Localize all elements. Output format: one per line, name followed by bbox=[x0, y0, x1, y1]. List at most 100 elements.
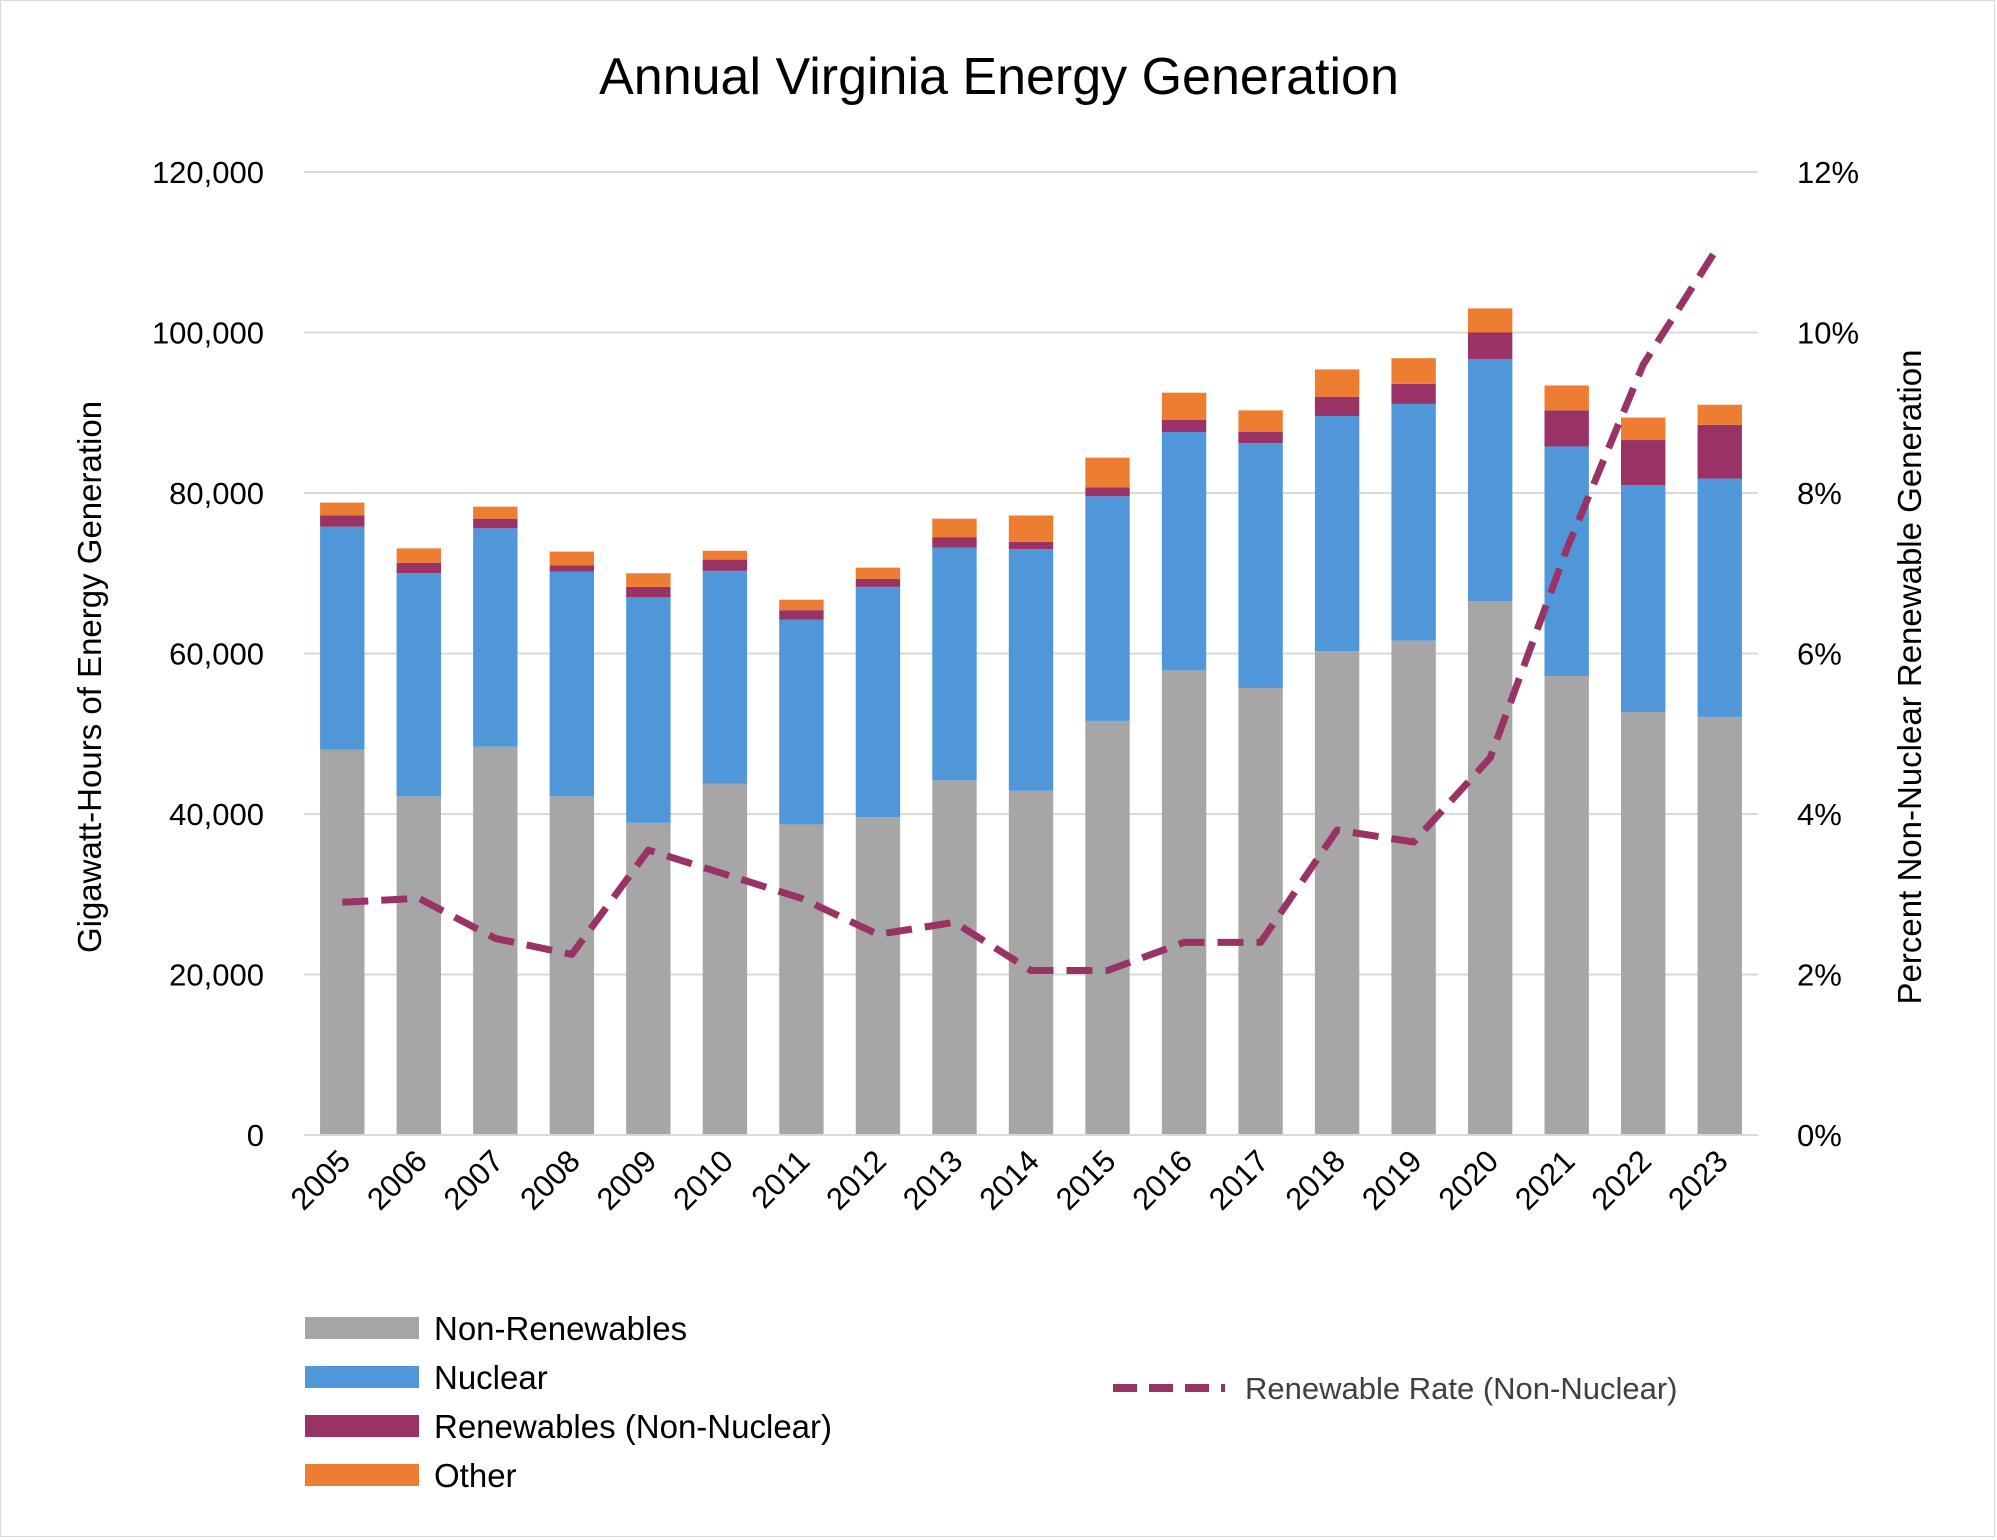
bar-renewables-non-nuclear-2005 bbox=[320, 515, 365, 527]
bar-renewables-non-nuclear-2008 bbox=[549, 565, 595, 572]
legend-swatch-renewables bbox=[305, 1415, 419, 1437]
line-renewable-rate bbox=[342, 242, 1723, 974]
bar-renewables-non-nuclear-2022 bbox=[1621, 440, 1666, 485]
y-tick-label: 20,000 bbox=[169, 958, 264, 993]
x-tick-label: 2005 bbox=[284, 1143, 358, 1217]
x-tick-label: 2019 bbox=[1355, 1143, 1429, 1217]
bar-non-renewables-2017 bbox=[1238, 688, 1283, 1135]
bar-non-renewables-2018 bbox=[1314, 651, 1360, 1135]
bar-other-2021 bbox=[1544, 385, 1589, 411]
bar-other-2014 bbox=[1008, 515, 1054, 542]
bar-non-renewables-2023 bbox=[1697, 716, 1742, 1135]
bar-other-2023 bbox=[1697, 404, 1742, 425]
y2-tick-label: 6% bbox=[1797, 637, 1842, 672]
legend: Non-Renewables Nuclear Renewables (Non-N… bbox=[305, 1310, 1677, 1494]
x-tick-label: 2014 bbox=[972, 1143, 1046, 1217]
bar-non-renewables-2010 bbox=[702, 783, 748, 1135]
legend-swatch-nuclear bbox=[305, 1366, 419, 1388]
x-tick-label: 2021 bbox=[1508, 1143, 1582, 1217]
bar-non-renewables-2013 bbox=[932, 780, 977, 1135]
bar-nuclear-2019 bbox=[1391, 403, 1436, 641]
bar-layer bbox=[320, 308, 1742, 1135]
bar-renewables-non-nuclear-2018 bbox=[1314, 396, 1360, 416]
bar-non-renewables-2009 bbox=[626, 822, 671, 1135]
bar-nuclear-2017 bbox=[1238, 443, 1283, 689]
bar-nuclear-2005 bbox=[320, 526, 365, 750]
x-tick-label: 2016 bbox=[1125, 1143, 1199, 1217]
legend-label-other: Other bbox=[434, 1457, 517, 1494]
bar-nuclear-2020 bbox=[1467, 358, 1513, 602]
bar-nuclear-2016 bbox=[1161, 432, 1207, 671]
bar-non-renewables-2019 bbox=[1391, 640, 1436, 1135]
y2-axis-title: Percent Non-Nuclear Renewable Generation bbox=[1891, 350, 1928, 1005]
bar-non-renewables-2005 bbox=[320, 749, 365, 1135]
bar-other-2018 bbox=[1314, 369, 1360, 397]
bar-renewables-non-nuclear-2007 bbox=[473, 518, 518, 529]
bar-other-2007 bbox=[473, 506, 518, 519]
bar-nuclear-2013 bbox=[932, 547, 977, 781]
y2-tick-label: 4% bbox=[1797, 797, 1842, 832]
y2-tick-label: 8% bbox=[1797, 476, 1842, 511]
bar-nuclear-2015 bbox=[1085, 496, 1130, 721]
bar-renewables-non-nuclear-2023 bbox=[1697, 424, 1742, 479]
bar-other-2020 bbox=[1467, 308, 1513, 333]
bar-non-renewables-2016 bbox=[1161, 670, 1207, 1135]
bar-other-2015 bbox=[1085, 457, 1130, 488]
bar-nuclear-2021 bbox=[1544, 446, 1589, 676]
y-axis-title: Gigawatt-Hours of Energy Generation bbox=[71, 401, 108, 953]
bar-nuclear-2011 bbox=[779, 619, 824, 825]
bar-non-renewables-2020 bbox=[1467, 601, 1513, 1135]
bar-nuclear-2018 bbox=[1314, 415, 1360, 652]
y-tick-label: 60,000 bbox=[169, 637, 264, 672]
y-tick-label: 0 bbox=[247, 1118, 264, 1153]
bar-other-2006 bbox=[396, 548, 441, 563]
bar-non-renewables-2011 bbox=[779, 824, 824, 1135]
y2-tick-label: 2% bbox=[1797, 958, 1842, 993]
bar-nuclear-2022 bbox=[1621, 484, 1666, 713]
bar-nuclear-2009 bbox=[626, 597, 671, 823]
bar-nuclear-2012 bbox=[855, 586, 901, 818]
x-tick-label: 2013 bbox=[896, 1143, 970, 1217]
bar-renewables-non-nuclear-2011 bbox=[779, 610, 824, 620]
x-tick-label: 2007 bbox=[437, 1143, 511, 1217]
y2-tick-label: 12% bbox=[1797, 155, 1859, 190]
bar-other-2022 bbox=[1621, 417, 1666, 441]
bar-nuclear-2007 bbox=[473, 528, 518, 747]
y-tick-label: 120,000 bbox=[152, 155, 264, 190]
y2-tick-label: 10% bbox=[1797, 316, 1859, 351]
bar-other-2011 bbox=[779, 599, 824, 611]
legend-label-non-renewables: Non-Renewables bbox=[434, 1310, 687, 1347]
line-layer bbox=[342, 242, 1723, 974]
x-tick-label: 2011 bbox=[744, 1143, 816, 1215]
bar-renewables-non-nuclear-2006 bbox=[396, 562, 441, 574]
y2-tick-label: 0% bbox=[1797, 1118, 1842, 1153]
legend-label-renewable-rate: Renewable Rate (Non-Nuclear) bbox=[1245, 1371, 1677, 1406]
x-tick-label: 2012 bbox=[819, 1143, 893, 1217]
bar-renewables-non-nuclear-2014 bbox=[1008, 541, 1054, 550]
chart-title: Annual Virginia Energy Generation bbox=[599, 48, 1399, 106]
bar-other-2009 bbox=[626, 573, 671, 587]
bar-non-renewables-2006 bbox=[396, 796, 441, 1135]
x-tick-label: 2009 bbox=[590, 1143, 664, 1217]
bar-nuclear-2006 bbox=[396, 573, 441, 797]
bar-renewables-non-nuclear-2010 bbox=[702, 559, 748, 571]
bar-other-2013 bbox=[932, 518, 977, 538]
bar-renewables-non-nuclear-2015 bbox=[1085, 487, 1130, 497]
y-tick-label: 40,000 bbox=[169, 797, 264, 832]
legend-label-nuclear: Nuclear bbox=[434, 1359, 548, 1396]
bar-renewables-non-nuclear-2009 bbox=[626, 586, 671, 598]
legend-label-renewables: Renewables (Non-Nuclear) bbox=[434, 1408, 832, 1445]
x-tick-label: 2022 bbox=[1585, 1143, 1659, 1217]
x-axis-ticks: 2005 2006 2007 2008 2009 2010 2011 2012 2013 2014… bbox=[284, 1143, 1735, 1217]
bar-other-2012 bbox=[855, 567, 901, 579]
x-tick-label: 2006 bbox=[360, 1143, 434, 1217]
bar-renewables-non-nuclear-2012 bbox=[855, 578, 901, 587]
bar-non-renewables-2008 bbox=[549, 796, 595, 1135]
bar-nuclear-2010 bbox=[702, 570, 748, 784]
bar-renewables-non-nuclear-2020 bbox=[1467, 332, 1513, 359]
bar-nuclear-2008 bbox=[549, 571, 595, 797]
x-tick-label: 2020 bbox=[1432, 1143, 1506, 1217]
x-tick-label: 2023 bbox=[1661, 1143, 1735, 1217]
legend-swatch-non-renewables bbox=[305, 1317, 419, 1339]
